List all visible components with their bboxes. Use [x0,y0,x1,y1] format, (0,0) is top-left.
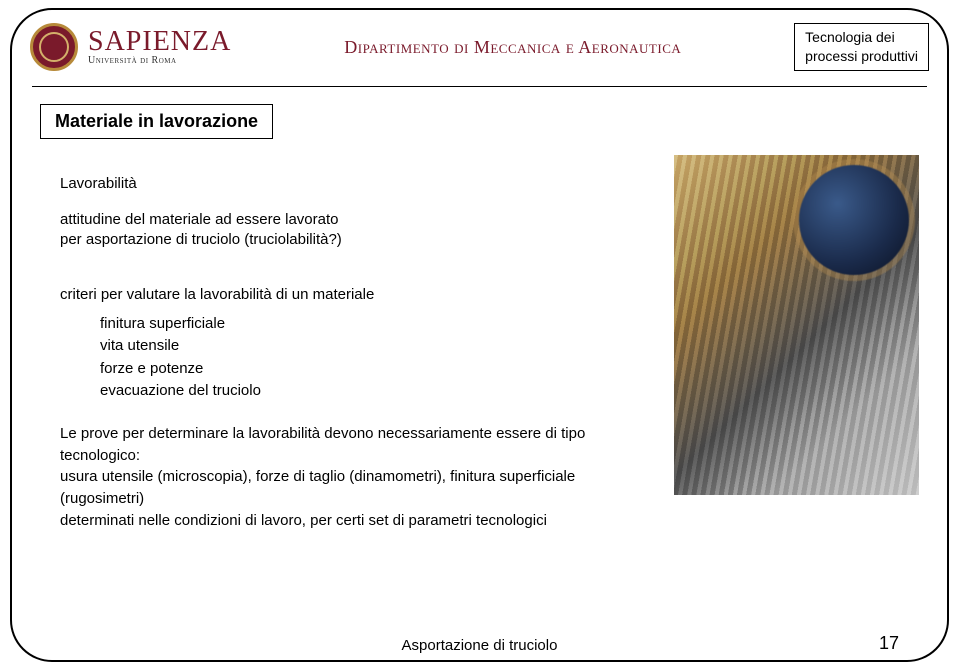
subheading: Lavorabilità [60,175,644,192]
intro-paragraph: attitudine del materiale ad essere lavor… [60,210,644,251]
machining-photo [674,155,919,495]
intro-line-2: per asportazione di truciolo (truciolabi… [60,230,644,250]
university-text: SAPIENZA Università di Roma [88,28,231,66]
criteria-lead: criteri per valutare la lavorabilità di … [60,285,644,305]
course-line-1: Tecnologia dei [805,28,918,47]
tests-line-1: Le prove per determinare la lavorabilità… [60,423,644,467]
tests-line-2: usura utensile (microscopia), forze di t… [60,466,644,510]
university-seal-icon [30,23,78,71]
footer-label: Asportazione di truciolo [0,637,959,654]
slide-title: Materiale in lavorazione [40,104,273,139]
text-column: Lavorabilità attitudine del materiale ad… [60,175,644,532]
criteria-item: evacuazione del truciolo [100,380,644,403]
criteria-item: forze e potenze [100,358,644,381]
page-number: 17 [879,633,899,654]
university-logo-block: SAPIENZA Università di Roma [30,23,231,71]
intro-line-1: attitudine del materiale ad essere lavor… [60,210,644,230]
criteria-item: finitura superficiale [100,313,644,336]
tests-line-3: determinati nelle condizioni di lavoro, … [60,510,644,532]
university-name: SAPIENZA [88,28,231,56]
header-divider [32,86,927,87]
university-subtitle: Università di Roma [88,56,231,66]
criteria-list: finitura superficiale vita utensile forz… [100,313,644,403]
criteria-item: vita utensile [100,335,644,358]
department-name: Dipartimento di Meccanica e Aeronautica [231,37,794,58]
content-area: Lavorabilità attitudine del materiale ad… [60,175,919,532]
tests-paragraph: Le prove per determinare la lavorabilità… [60,423,644,532]
course-line-2: processi produttivi [805,47,918,66]
header: SAPIENZA Università di Roma Dipartimento… [30,12,929,82]
course-box: Tecnologia dei processi produttivi [794,23,929,71]
